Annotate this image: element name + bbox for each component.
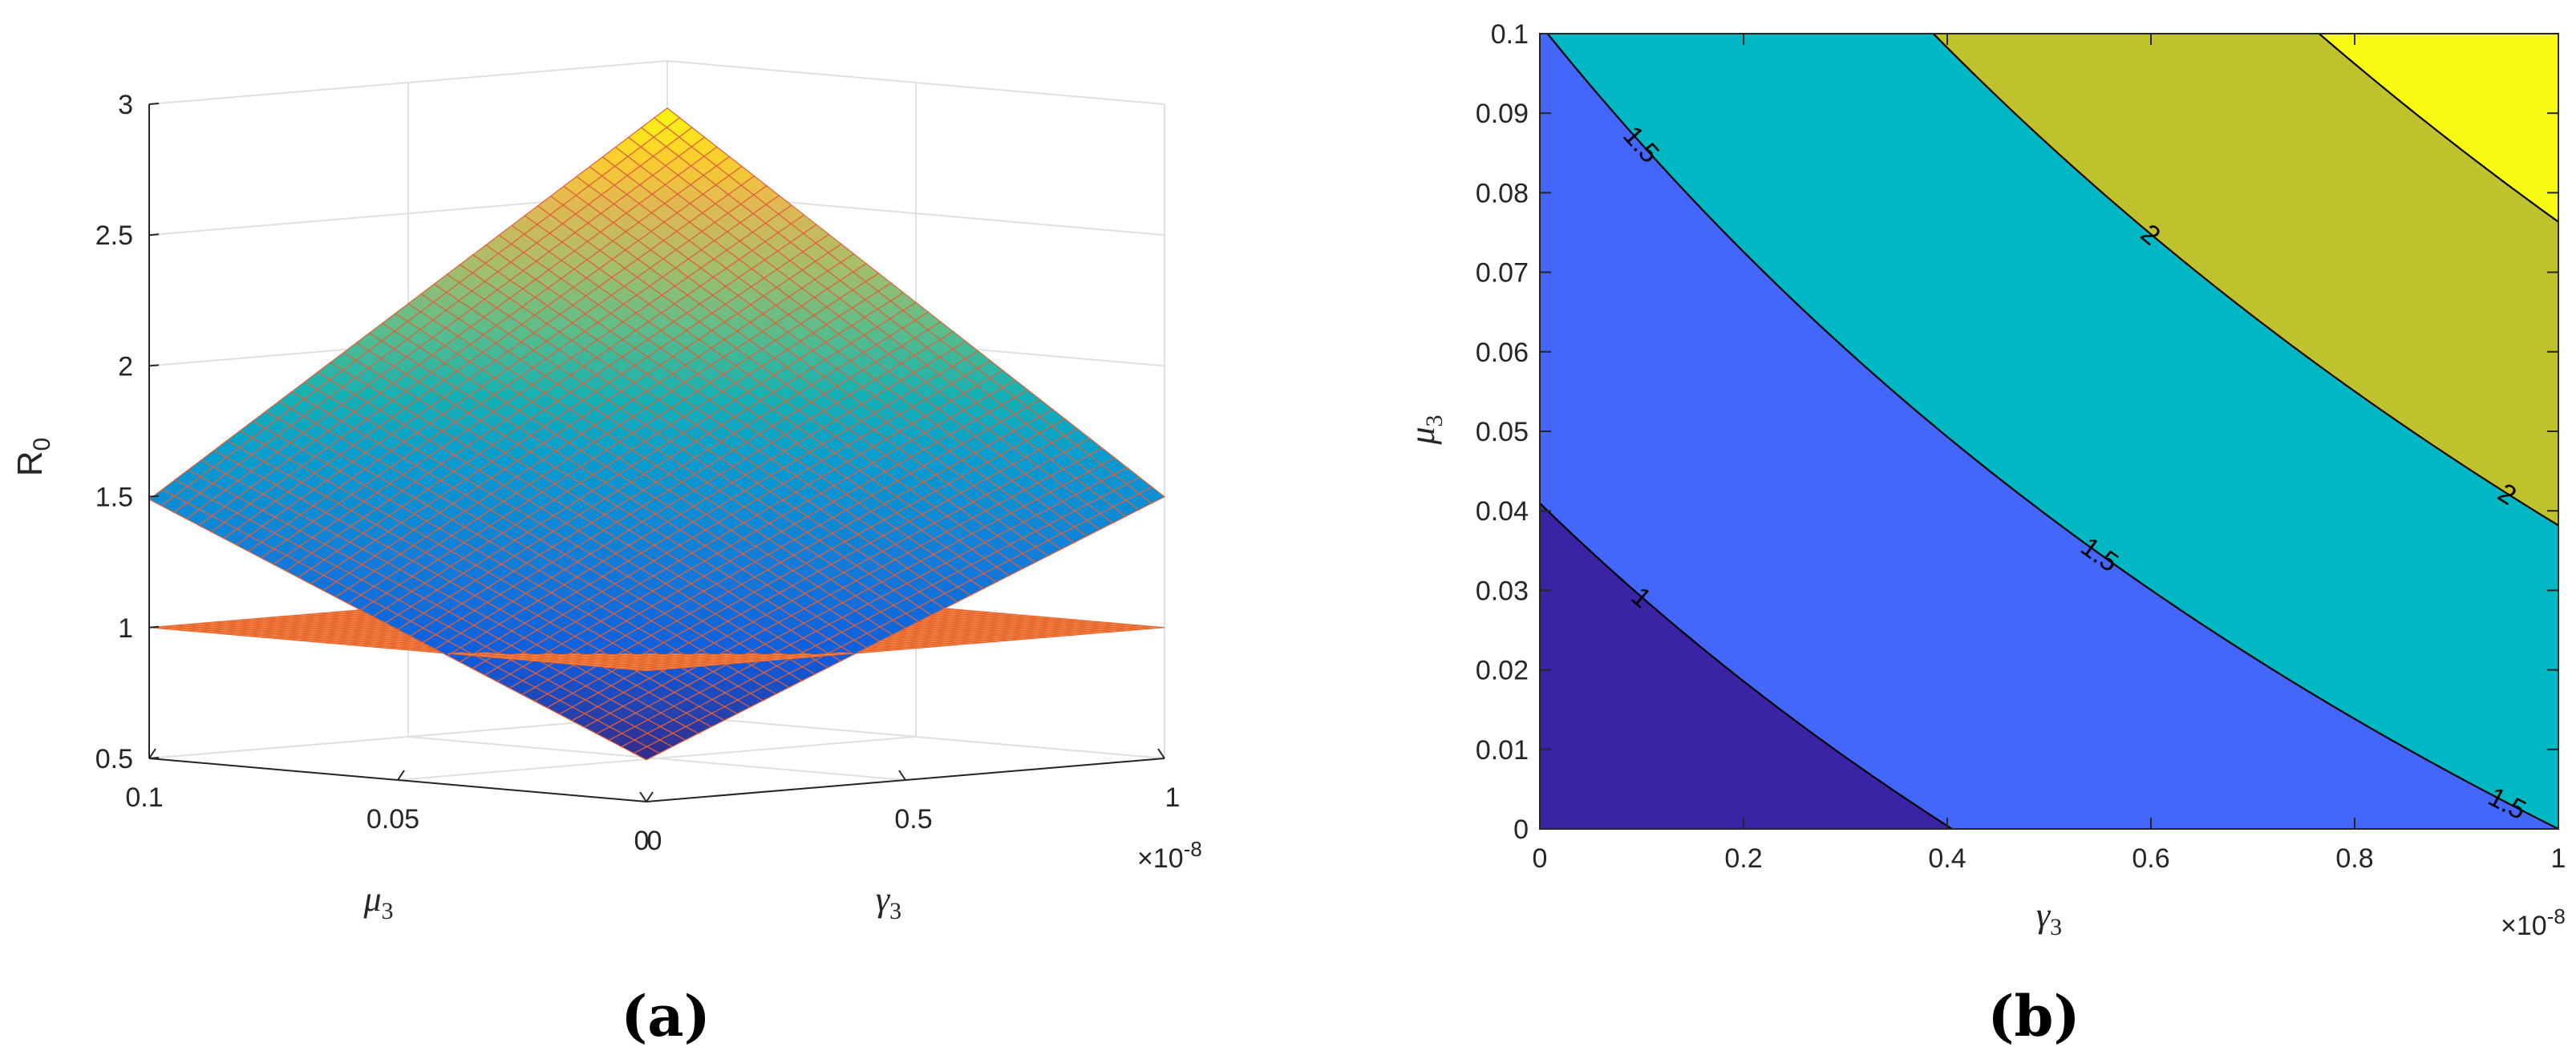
z-tick-mark <box>148 364 160 367</box>
panel-a-caption: (a) <box>621 983 711 1049</box>
mu-tick-label: 0 <box>634 826 650 856</box>
contour-line-1.5 <box>1546 34 2558 829</box>
contour-line-2 <box>1932 34 2558 527</box>
floor-gridline <box>397 736 917 781</box>
gamma-tick-mark <box>639 791 647 802</box>
y-tick-label: 0.1 <box>1491 19 1529 50</box>
y-tick-label: 0.06 <box>1476 338 1529 368</box>
gamma-tick-mark <box>1157 748 1165 759</box>
y-tick-label: 0.03 <box>1476 576 1529 606</box>
band-above-2 <box>1933 34 2558 526</box>
mu-tick-mark <box>646 791 654 802</box>
z-gridline <box>148 59 1165 105</box>
y-tick-label: 0.02 <box>1476 656 1529 686</box>
z-tick-label: 1 <box>118 613 133 644</box>
z-tick-label: 1.5 <box>95 483 133 513</box>
panel-a-3d-surface: 0.5 1 1.5 2 2.5 3 0 0.05 0.1 0 0.5 1 R0 μ3 γ3 ×10-8… <box>10 59 1202 1049</box>
y-tick-label: 0 <box>1513 814 1529 845</box>
gamma-exponent-label-b: ×10-8 <box>2501 904 2566 941</box>
x-tick-label: 0.6 <box>2132 843 2169 874</box>
band-above-2.5 <box>2319 34 2558 222</box>
panel-b-contour: 11.51.51.522 0 0.2 0.4 0.6 0.8 100.010.020.03… <box>1403 19 2566 1049</box>
panel-b-caption: (b) <box>1987 983 2080 1049</box>
gamma-axis-label: γ3 <box>876 879 901 924</box>
z-tick-label: 0.5 <box>95 744 133 774</box>
y-tick-label: 0.08 <box>1476 178 1529 208</box>
z-tick-mark <box>148 103 160 105</box>
z-tick-mark <box>148 495 160 498</box>
x-tick-label: 0.4 <box>1928 843 1966 874</box>
z-tick-mark <box>148 233 160 236</box>
mu-tick-mark <box>397 770 405 781</box>
panel-b-ticks: 0 0.2 0.4 0.6 0.8 1 0 0.01 0.02 0.03 0.04 0.05 0.06 0… <box>1476 19 2566 874</box>
z-tick-label: 2 <box>118 351 133 382</box>
y-tick-label: 0.07 <box>1476 258 1529 289</box>
y-tick-label: 0.09 <box>1476 99 1529 129</box>
mu-tick-mark <box>148 748 156 759</box>
mu-tick-label: 0.1 <box>125 782 163 813</box>
y-tick-label: 0.04 <box>1476 496 1529 527</box>
r0-surface-mesh <box>148 107 1166 761</box>
gamma-exponent-label: ×10-8 <box>1137 837 1202 874</box>
z-tick-mark <box>148 625 160 629</box>
gamma-tick-label: 0 <box>647 826 662 856</box>
y-tick-label: 0.01 <box>1476 735 1529 766</box>
mu-axis-label: μ3 <box>363 879 393 924</box>
gamma-tick-label: 1 <box>1165 782 1181 813</box>
contour-line-2.5 <box>2318 34 2558 223</box>
x-tick-label: 0 <box>1533 843 1548 874</box>
contour-line-1 <box>1540 502 1954 829</box>
y-tick-label: 0.05 <box>1476 417 1529 447</box>
x-tick-label: 0.8 <box>2335 843 2373 874</box>
mu-axis-label-b: μ3 <box>1403 414 1448 445</box>
surface-cell <box>633 746 661 761</box>
r0-equals-one-plane <box>634 668 660 672</box>
gamma-axis-label-b: γ3 <box>2036 895 2062 940</box>
panel-a-tick-labels: 0.5 1 1.5 2 2.5 3 0 0.05 0.1 0 0.5 1 <box>95 90 1181 856</box>
x-tick-label: 1 <box>2551 843 2566 874</box>
z-tick-label: 2.5 <box>95 220 133 251</box>
z-axis-label: R0 <box>10 438 55 476</box>
z-tick-label: 3 <box>118 90 133 120</box>
mu-tick-label: 0.05 <box>367 804 419 835</box>
contour-lines <box>1540 34 2558 829</box>
gamma-tick-label: 0.5 <box>894 804 932 835</box>
contour-filled-regions <box>1540 34 2558 829</box>
plane-cell-front <box>634 668 660 672</box>
gamma-tick-mark <box>898 770 906 781</box>
x-tick-label: 0.2 <box>1724 843 1762 874</box>
